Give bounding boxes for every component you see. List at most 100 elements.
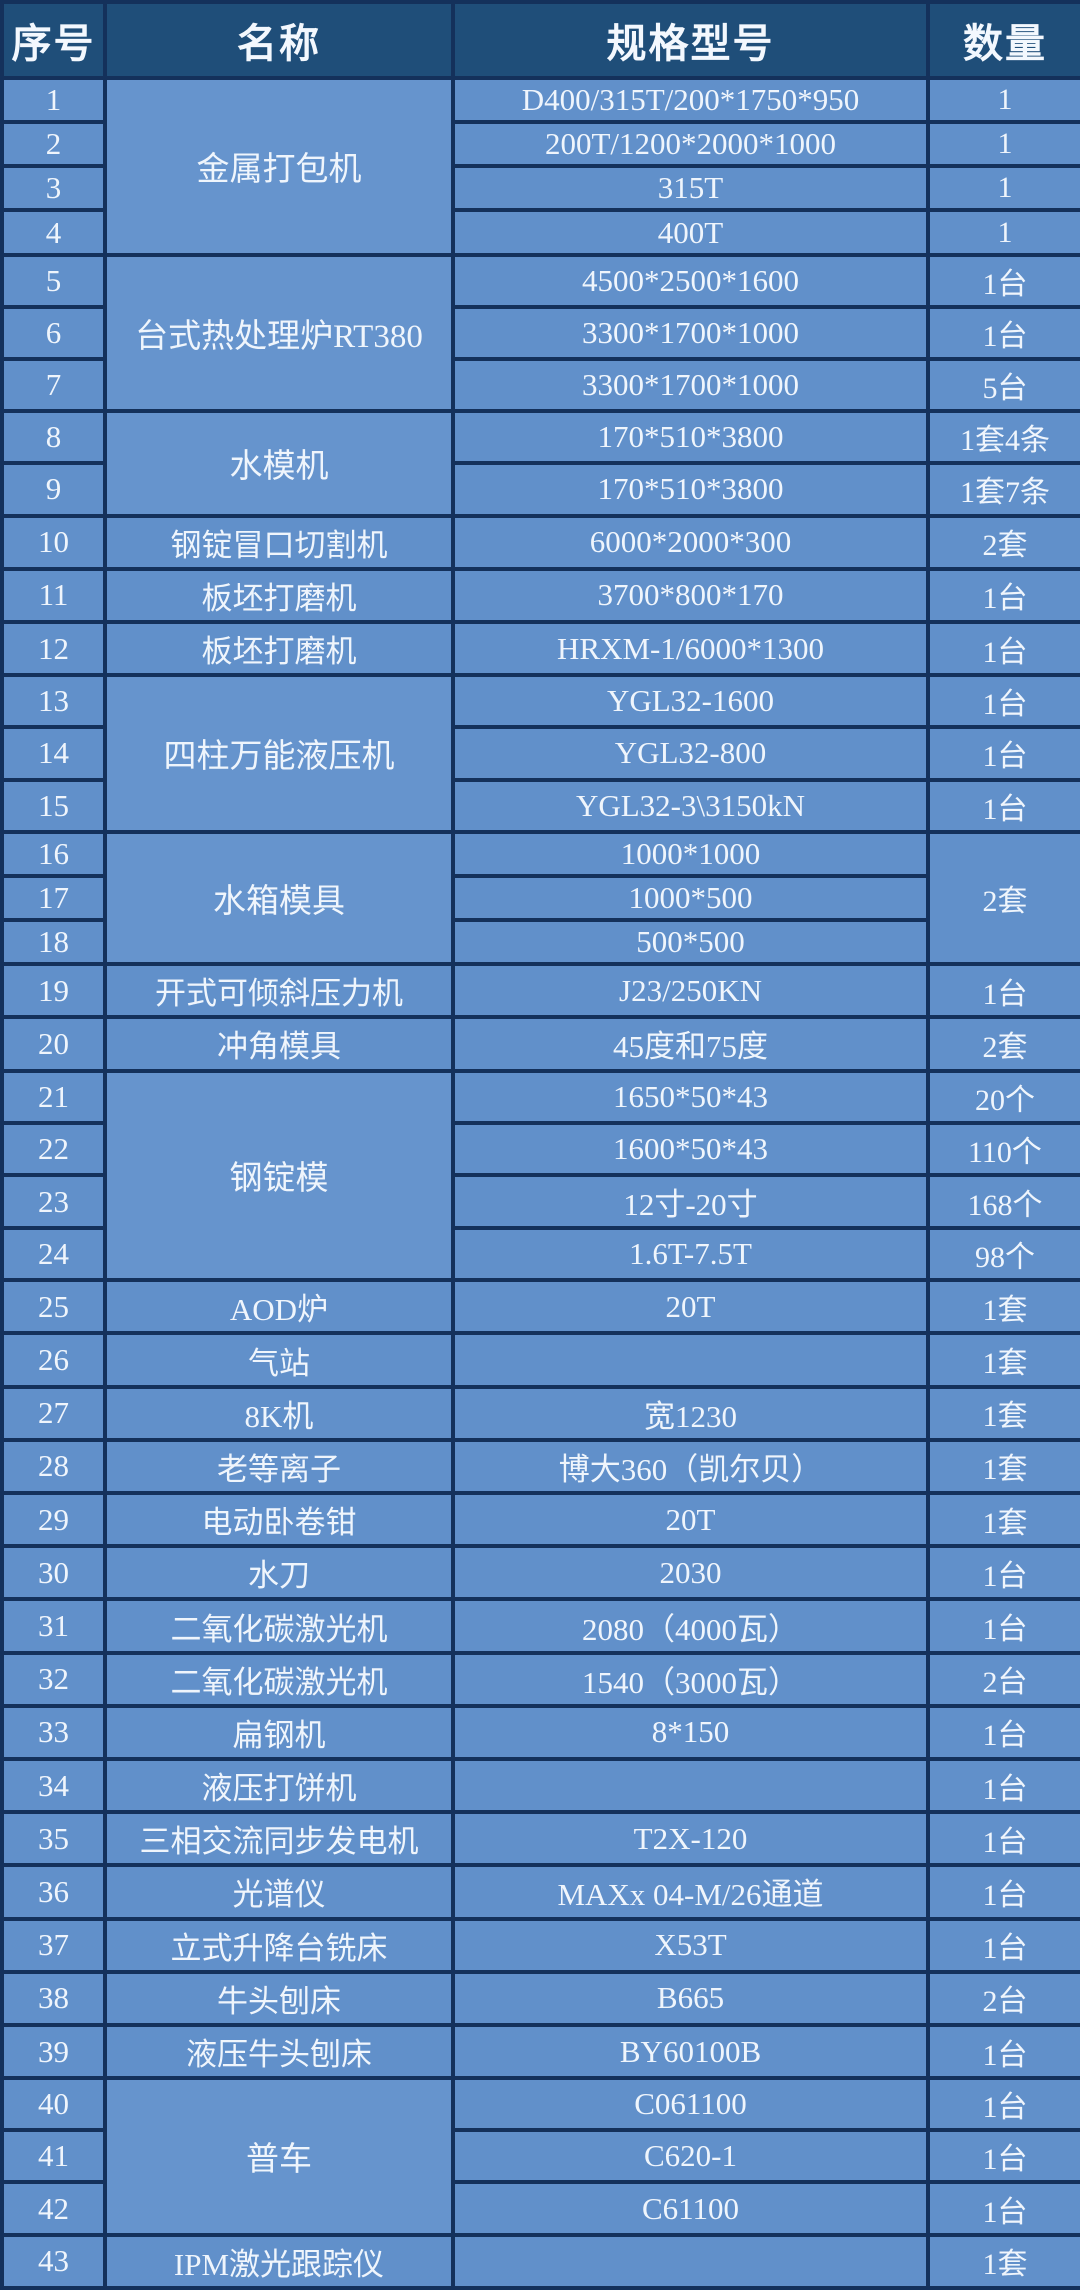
equipment-table-body: 1 金属打包机 D400/315T/200*1750*950 1 2 200T/1200*… (0, 75, 1080, 2290)
cell-serial-number: 43 (0, 2232, 107, 2290)
table-row: 30 水刀 2030 1台 (0, 1544, 1080, 1602)
table-row: 20 冲角模具 45度和75度 2套 (0, 1015, 1080, 1073)
table-row: 27 8K机 宽1230 1套 (0, 1384, 1080, 1442)
cell-quantity: 1台 (926, 304, 1080, 362)
cell-serial-number: 28 (0, 1437, 107, 1496)
cell-equipment-name: 开式可倾斜压力机 (103, 962, 455, 1020)
table-row: 39 液压牛头刨床 BY60100B 1台 (0, 2022, 1080, 2081)
cell-spec-model: 12寸-20寸 (451, 1172, 930, 1231)
cell-equipment-name: 气站 (103, 1331, 455, 1389)
cell-spec-model: 8*150 (451, 1703, 930, 1761)
table-row: 10 钢锭冒口切割机 6000*2000*300 2套 (0, 513, 1080, 571)
table-row: 36 光谱仪 MAXx 04-M/26通道 1台 (0, 1863, 1080, 1921)
cell-serial-number: 7 (0, 356, 107, 414)
cell-serial-number: 38 (0, 1969, 107, 2027)
cell-serial-number: 32 (0, 1650, 107, 1708)
cell-quantity: 1 (926, 75, 1080, 125)
cell-spec-model (451, 2232, 930, 2290)
cell-equipment-name: 普车 (103, 2076, 455, 2237)
table-row: 9 170*510*3800 1套7条 (0, 461, 1080, 518)
cell-equipment-name: 二氧化碳激光机 (103, 1650, 455, 1708)
cell-equipment-name: 水箱模具 (103, 829, 455, 967)
cell-spec-model (451, 1331, 930, 1389)
cell-equipment-name: 液压牛头刨床 (103, 2022, 455, 2081)
cell-spec-model: 3300*1700*1000 (451, 304, 930, 362)
table-row: 34 液压打饼机 1台 (0, 1756, 1080, 1815)
cell-spec-model: 3700*800*170 (451, 566, 930, 624)
cell-spec-model: X53T (451, 1916, 930, 1974)
cell-spec-model: J23/250KN (451, 962, 930, 1020)
cell-spec-model: 4500*2500*1600 (451, 252, 930, 309)
cell-spec-model: MAXx 04-M/26通道 (451, 1863, 930, 1921)
table-row: 3 315T 1 (0, 164, 1080, 213)
cell-spec-model: 1600*50*43 (451, 1120, 930, 1177)
cell-serial-number: 6 (0, 304, 107, 362)
cell-quantity: 2套 (926, 1015, 1080, 1073)
cell-quantity: 98个 (926, 1226, 1080, 1283)
cell-serial-number: 11 (0, 566, 107, 624)
table-row: 15 YGL32-3\3150kN 1台 (0, 777, 1080, 834)
cell-quantity: 1台 (926, 1863, 1080, 1921)
cell-quantity: 5台 (926, 356, 1080, 414)
cell-serial-number: 24 (0, 1226, 107, 1283)
cell-spec-model: 1540（3000瓦） (451, 1650, 930, 1708)
table-row: 35 三相交流同步发电机 T2X-120 1台 (0, 1810, 1080, 1868)
cell-spec-model: 宽1230 (451, 1384, 930, 1442)
table-row: 42 C61100 1台 (0, 2180, 1080, 2237)
cell-quantity: 1台 (926, 619, 1080, 678)
cell-spec-model: 500*500 (451, 917, 930, 967)
cell-quantity: 1台 (926, 673, 1080, 730)
cell-spec-model: 400T (451, 208, 930, 257)
table-row: 33 扁钢机 8*150 1台 (0, 1703, 1080, 1761)
cell-quantity: 1套 (926, 1331, 1080, 1389)
cell-serial-number: 35 (0, 1810, 107, 1868)
cell-quantity: 2套 (926, 829, 1080, 967)
cell-quantity: 2套 (926, 513, 1080, 571)
cell-equipment-name: 钢锭模 (103, 1068, 455, 1283)
cell-serial-number: 14 (0, 725, 107, 782)
table-row: 12 板坯打磨机 HRXM-1/6000*1300 1台 (0, 619, 1080, 678)
cell-serial-number: 42 (0, 2180, 107, 2237)
cell-serial-number: 19 (0, 962, 107, 1020)
cell-serial-number: 2 (0, 120, 107, 169)
cell-spec-model: 2030 (451, 1544, 930, 1602)
table-row: 7 3300*1700*1000 5台 (0, 356, 1080, 414)
cell-spec-model: B665 (451, 1969, 930, 2027)
cell-quantity: 2台 (926, 1650, 1080, 1708)
cell-quantity: 1台 (926, 2180, 1080, 2237)
column-header-spec: 规格型号 (451, 0, 930, 80)
cell-serial-number: 17 (0, 873, 107, 923)
cell-spec-model: 170*510*3800 (451, 461, 930, 518)
cell-quantity: 110个 (926, 1120, 1080, 1177)
cell-quantity: 168个 (926, 1172, 1080, 1231)
table-row: 22 1600*50*43 110个 (0, 1120, 1080, 1177)
cell-quantity: 1套7条 (926, 461, 1080, 518)
cell-equipment-name: 扁钢机 (103, 1703, 455, 1761)
table-row: 13 四柱万能液压机 YGL32-1600 1台 (0, 673, 1080, 834)
cell-quantity: 20个 (926, 1068, 1080, 1125)
cell-spec-model: 200T/1200*2000*1000 (451, 120, 930, 169)
cell-spec-model: 1000*500 (451, 873, 930, 923)
table-row: 2 200T/1200*2000*1000 1 (0, 120, 1080, 169)
cell-serial-number: 30 (0, 1544, 107, 1602)
cell-spec-model: YGL32-800 (451, 725, 930, 782)
cell-spec-model: T2X-120 (451, 1810, 930, 1868)
cell-equipment-name: 金属打包机 (103, 76, 455, 257)
cell-serial-number: 39 (0, 2022, 107, 2081)
cell-equipment-name: 水模机 (103, 409, 455, 518)
column-header-no: 序号 (0, 0, 107, 80)
table-row: 41 C620-1 1台 (0, 2128, 1080, 2185)
cell-serial-number: 16 (0, 829, 107, 878)
table-row: 8 水模机 170*510*3800 1套4条 (0, 409, 1080, 518)
cell-equipment-name: 立式升降台铣床 (103, 1916, 455, 1974)
cell-serial-number: 22 (0, 1120, 107, 1177)
table-row: 43 IPM激光跟踪仪 1套 (0, 2232, 1080, 2290)
cell-serial-number: 26 (0, 1331, 107, 1389)
cell-spec-model: YGL32-3\3150kN (451, 777, 930, 834)
cell-quantity: 1套 (926, 2232, 1080, 2290)
cell-equipment-name: 板坯打磨机 (103, 619, 455, 678)
table-row: 17 1000*500 (0, 873, 1080, 923)
cell-quantity: 1台 (926, 2128, 1080, 2185)
cell-quantity: 1台 (926, 1756, 1080, 1815)
